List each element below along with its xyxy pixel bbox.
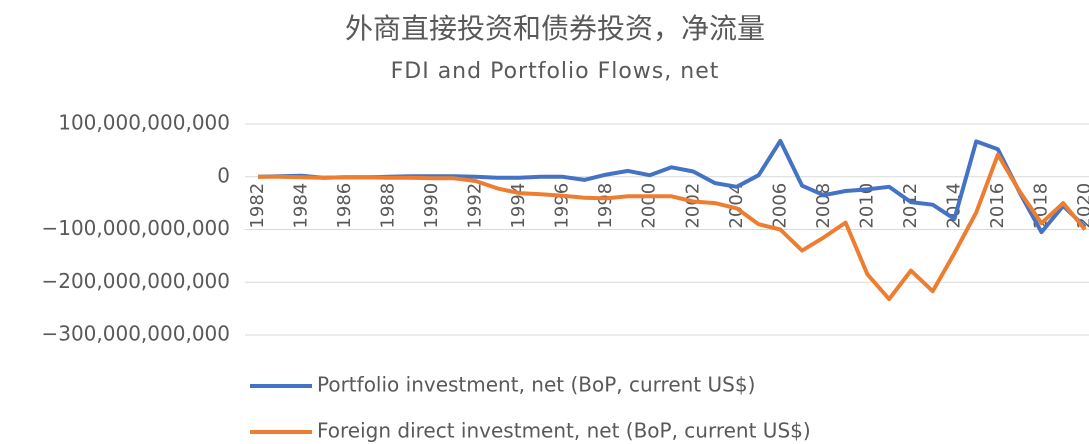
y-tick-label: −200,000,000,000 <box>41 269 230 293</box>
x-tick-label: 2002 <box>682 183 703 229</box>
y-tick-label: −100,000,000,000 <box>41 216 230 240</box>
x-tick-label: 2012 <box>900 183 921 229</box>
x-tick-label: 2010 <box>856 183 877 229</box>
y-tick-label: −300,000,000,000 <box>41 322 230 346</box>
legend-label: Foreign direct investment, net (BoP, cur… <box>317 419 811 443</box>
x-tick-label: 1982 <box>247 183 268 229</box>
x-tick-label: 1998 <box>595 183 616 229</box>
x-tick-label: 1984 <box>291 183 312 229</box>
x-tick-label: 2000 <box>639 183 660 229</box>
chart-subtitle: FDI and Portfolio Flows, net <box>391 59 720 84</box>
series-line <box>258 152 1087 302</box>
x-tick-label: 2006 <box>769 183 790 229</box>
x-tick-label: 2016 <box>987 183 1008 229</box>
legend-label: Portfolio investment, net (BoP, current … <box>317 373 755 397</box>
x-tick-label: 1992 <box>465 183 486 229</box>
x-tick-label: 1996 <box>552 183 573 229</box>
x-tick-label: 1986 <box>334 183 355 229</box>
y-tick-label: 100,000,000,000 <box>58 111 230 135</box>
chart-title: 外商直接投资和债券投资，净流量 <box>345 12 765 45</box>
x-tick-label: 1988 <box>378 183 399 229</box>
x-tick-label: 1990 <box>421 183 442 229</box>
x-tick-label: 2004 <box>726 183 747 229</box>
y-tick-label: 0 <box>217 163 230 187</box>
